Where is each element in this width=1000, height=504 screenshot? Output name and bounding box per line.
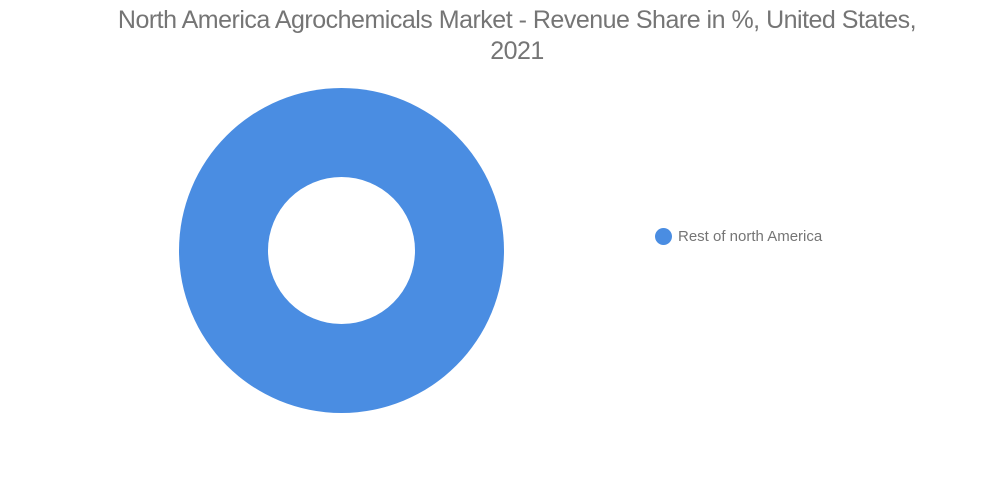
chart-title-line-1: North America Agrochemicals Market - Rev… bbox=[117, 6, 917, 34]
donut-slice-rest-of-north-america[interactable] bbox=[179, 88, 504, 413]
chart-title-line-2: 2021 bbox=[490, 37, 544, 65]
legend-label: Rest of north America bbox=[678, 228, 823, 245]
legend-item-rest-of-north-america[interactable]: Rest of north America bbox=[655, 228, 822, 245]
legend-marker-icon bbox=[655, 228, 672, 245]
donut-hole bbox=[268, 177, 415, 324]
chart-title: North America Agrochemicals Market - Rev… bbox=[34, 5, 1000, 67]
